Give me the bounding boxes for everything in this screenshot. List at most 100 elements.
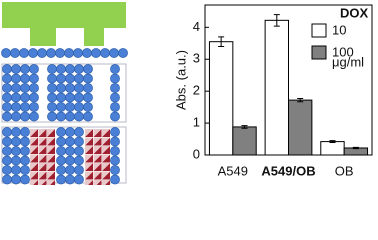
drug-triangle: [38, 163, 47, 171]
cell: [20, 64, 30, 74]
cell: [65, 83, 75, 93]
cell: [65, 146, 75, 156]
drug-triangle: [30, 137, 38, 146]
drug-triangle: [85, 137, 93, 146]
cell: [56, 83, 66, 93]
cell: [2, 83, 12, 93]
cell: [47, 102, 57, 112]
cell: [46, 48, 56, 58]
legend-note: μg/ml: [332, 54, 364, 69]
cell: [47, 111, 57, 122]
cell: [2, 102, 12, 112]
bar: [320, 141, 345, 156]
bar: [288, 99, 313, 156]
legend-swatch: [311, 23, 327, 38]
cell: [28, 48, 38, 58]
error-bar: [352, 146, 359, 150]
cell: [83, 92, 93, 103]
cell: [2, 165, 12, 175]
cell: [20, 146, 30, 156]
drug-triangle: [47, 171, 55, 180]
drug-triangle: [30, 146, 38, 154]
cell: [64, 48, 74, 58]
cell: [65, 174, 75, 185]
legend-label: 10: [332, 22, 346, 37]
cell: [2, 155, 12, 166]
schematic: [1, 2, 128, 185]
error-bar: [218, 36, 225, 47]
cell: [74, 136, 84, 147]
cell: [2, 73, 12, 84]
cell: [2, 174, 12, 185]
cell: [56, 136, 66, 147]
drug-triangle: [38, 146, 47, 154]
cell: [29, 64, 39, 74]
cell: [20, 83, 30, 93]
drug-triangle: [30, 171, 38, 180]
cell: [11, 165, 21, 175]
drug-triangle: [102, 163, 110, 171]
drug-triangle: [38, 180, 47, 185]
cell: [56, 73, 66, 84]
cell: [74, 146, 84, 156]
cell: [65, 155, 75, 166]
cell: [56, 102, 66, 112]
cell: [11, 127, 21, 137]
figure: Abs. (a.u.) 0 1 2 3 4 A549 A549/OB OB DOX 10 100μg…: [1, 2, 373, 185]
cell: [74, 165, 84, 175]
drug-triangle: [38, 171, 47, 180]
drug-triangle: [30, 129, 38, 137]
drug-triangle: [47, 154, 55, 163]
cell: [65, 165, 75, 175]
cell: [110, 155, 120, 166]
cell: [65, 73, 75, 84]
drug-triangle: [38, 129, 47, 137]
drug-triangle: [102, 171, 110, 180]
drug-triangle: [93, 163, 102, 171]
drug-triangle: [102, 154, 110, 163]
cell: [110, 102, 120, 112]
cell: [2, 127, 12, 137]
cell: [82, 48, 92, 58]
drug-triangle: [38, 137, 47, 146]
cell: [20, 174, 30, 185]
cell: [83, 73, 93, 84]
cell: [110, 174, 120, 185]
cell: [83, 111, 93, 122]
cell: [110, 92, 120, 103]
drug-triangle: [38, 154, 47, 163]
drug-triangle: [47, 146, 55, 154]
cell: [110, 136, 120, 147]
bar: [208, 41, 234, 156]
cell: [65, 64, 75, 74]
error-bar: [297, 98, 304, 103]
x-tick-label: A549/OB: [261, 163, 315, 178]
cell: [2, 64, 12, 74]
drug-triangle: [30, 154, 38, 163]
cell: [20, 165, 30, 175]
cell: [20, 92, 30, 103]
cell: [110, 83, 120, 93]
cell: [37, 48, 47, 58]
cell: [20, 73, 30, 84]
cell: [2, 136, 12, 147]
cell: [110, 146, 120, 156]
drug-triangle: [47, 163, 55, 171]
stamp: [2, 2, 126, 46]
bar: [264, 19, 289, 156]
cell: [118, 48, 128, 58]
cell: [2, 111, 12, 122]
drug-triangle: [93, 180, 102, 185]
drug-triangle: [85, 163, 93, 171]
drug-triangle: [102, 180, 110, 185]
drug-triangle: [47, 180, 55, 185]
cell: [47, 92, 57, 103]
cell: [11, 73, 21, 84]
cell: [74, 64, 84, 74]
drug-triangle: [85, 171, 93, 180]
cell: [29, 73, 39, 84]
cell: [83, 83, 93, 93]
cell: [56, 165, 66, 175]
cell: [65, 127, 75, 137]
cell: [2, 146, 12, 156]
